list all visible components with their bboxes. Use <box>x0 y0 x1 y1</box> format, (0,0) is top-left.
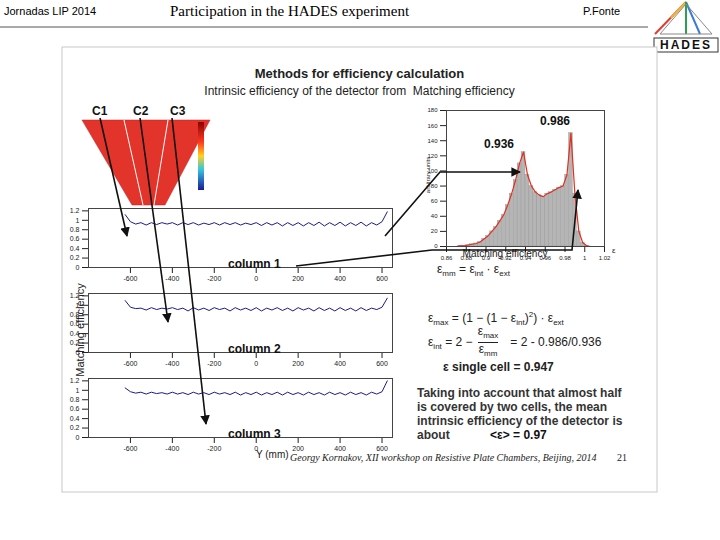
svg-text:0.2: 0.2 <box>70 424 80 431</box>
svg-text:400: 400 <box>334 360 346 367</box>
svg-text:0.4: 0.4 <box>70 245 80 252</box>
svg-text:-400: -400 <box>165 275 179 282</box>
svg-text:0: 0 <box>254 360 258 367</box>
svg-text:1: 1 <box>76 387 80 394</box>
svg-text:140: 140 <box>427 138 438 144</box>
svg-text:0: 0 <box>76 264 80 271</box>
svg-text:0.6: 0.6 <box>70 235 80 242</box>
svg-text:0.4: 0.4 <box>70 415 80 422</box>
svg-text:0.8: 0.8 <box>70 311 80 318</box>
svg-text:0: 0 <box>254 275 258 282</box>
svg-text:-600: -600 <box>123 360 137 367</box>
svg-text:0: 0 <box>76 434 80 441</box>
svg-text:600: 600 <box>376 445 388 452</box>
svg-text:0.8: 0.8 <box>70 226 80 233</box>
svg-text:160: 160 <box>427 123 438 129</box>
svg-text:600: 600 <box>376 360 388 367</box>
svg-text:200: 200 <box>292 445 304 452</box>
svg-text:1: 1 <box>583 255 587 261</box>
svg-text:0.98: 0.98 <box>559 255 571 261</box>
svg-text:0: 0 <box>76 349 80 356</box>
svg-text:0.8: 0.8 <box>70 396 80 403</box>
svg-text:-200: -200 <box>207 445 221 452</box>
svg-text:0.2: 0.2 <box>70 254 80 261</box>
svg-text:-400: -400 <box>165 445 179 452</box>
svg-text:1.02: 1.02 <box>599 255 611 261</box>
svg-text:200: 200 <box>292 360 304 367</box>
svg-text:60: 60 <box>431 198 438 204</box>
svg-text:1: 1 <box>76 217 80 224</box>
svg-text:0.6: 0.6 <box>70 405 80 412</box>
svg-text:-600: -600 <box>123 275 137 282</box>
svg-text:-400: -400 <box>165 360 179 367</box>
svg-text:0.86: 0.86 <box>441 255 453 261</box>
svg-text:400: 400 <box>334 445 346 452</box>
svg-text:20: 20 <box>431 228 438 234</box>
svg-text:-200: -200 <box>207 360 221 367</box>
svg-text:-600: -600 <box>123 445 137 452</box>
svg-text:0.2: 0.2 <box>70 339 80 346</box>
svg-text:180: 180 <box>427 107 438 113</box>
svg-text:-200: -200 <box>207 275 221 282</box>
svg-text:80: 80 <box>431 183 438 189</box>
svg-text:0.4: 0.4 <box>70 330 80 337</box>
svg-text:1.2: 1.2 <box>70 377 80 384</box>
svg-text:1: 1 <box>76 302 80 309</box>
svg-text:600: 600 <box>376 275 388 282</box>
svg-text:0: 0 <box>434 243 438 249</box>
svg-text:40: 40 <box>431 213 438 219</box>
svg-text:1.2: 1.2 <box>70 292 80 299</box>
svg-text:400: 400 <box>334 275 346 282</box>
svg-text:1.2: 1.2 <box>70 207 80 214</box>
svg-text:200: 200 <box>292 275 304 282</box>
svg-text:0.6: 0.6 <box>70 320 80 327</box>
